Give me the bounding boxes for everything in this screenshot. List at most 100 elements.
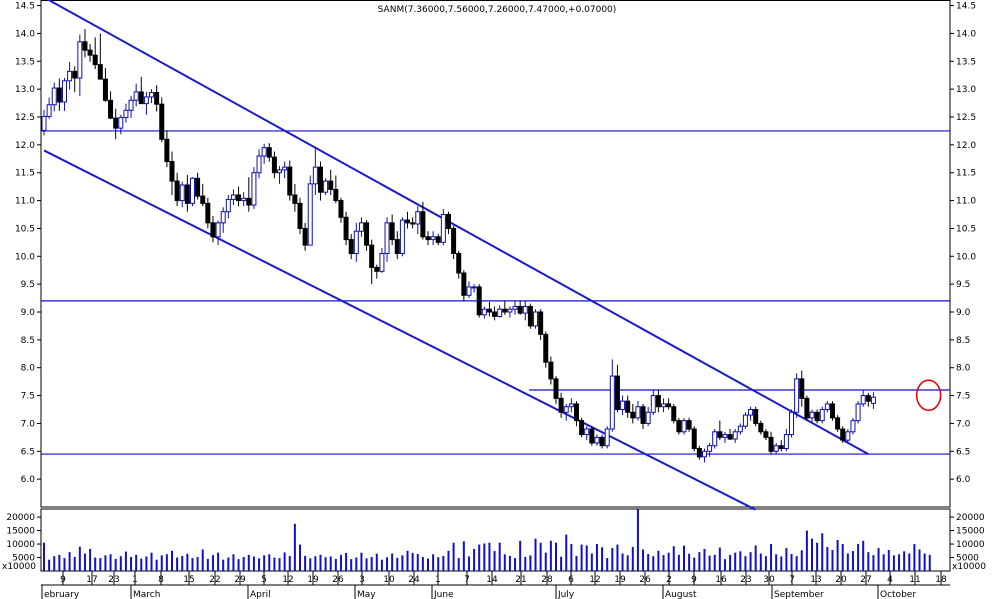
candle-body [686, 420, 692, 430]
candle-body [333, 188, 339, 202]
volume-tick-label: 20000 [956, 513, 985, 523]
date-tick-label: 9 [60, 575, 66, 585]
candle-body [512, 305, 518, 310]
candle-body [502, 308, 508, 313]
candle-body [794, 378, 800, 413]
candle-body [440, 214, 446, 243]
date-tick-label: 26 [332, 575, 344, 585]
candle-body [266, 147, 272, 158]
candle-body [799, 378, 805, 399]
candle-body [599, 436, 605, 447]
price-tick-label: 10.0 [956, 252, 976, 262]
candle-body [205, 202, 211, 224]
candle-body [210, 222, 216, 238]
date-axis: 9 17 23 1 8 15 22 29 5 12 19 26 3 10 24 1 7 14 21 28 6 12 19 26… [41, 571, 947, 599]
candle-body [517, 305, 523, 314]
price-tick-label: 11.5 [956, 169, 976, 179]
candle-body [829, 403, 835, 419]
price-axis: 14.5 14.5 14.0 14.0 13.5 13.5 13.0 13.0 12.5 12.5… [15, 2, 976, 486]
candle-body [77, 41, 83, 79]
volume-bars [43, 509, 931, 571]
price-tick-label: 13.5 [15, 57, 35, 67]
volume-tick-label: 10000 [6, 540, 35, 550]
price-tick-label: 7.5 [956, 392, 970, 402]
candle-body [768, 436, 774, 452]
price-tick-label: 12.5 [15, 113, 35, 123]
candle-body [353, 230, 359, 254]
candle-body [215, 222, 221, 238]
candle-body [671, 406, 677, 422]
date-tick-label: 8 [158, 575, 164, 585]
price-panel-border [40, 0, 951, 508]
candle-body [430, 236, 436, 241]
volume-tick-label: 20000 [6, 513, 35, 523]
candle-body [374, 266, 380, 272]
candle-body [369, 244, 375, 268]
candle-body [717, 431, 723, 438]
month-label: March [133, 590, 160, 599]
month-label: April [250, 590, 271, 599]
date-tick-label: 14 [486, 575, 498, 585]
candle-body [614, 375, 620, 411]
candle-body [102, 78, 108, 101]
date-tick-label: 1 [132, 575, 138, 585]
candle-body [67, 70, 73, 82]
date-tick-label: 29 [234, 575, 246, 585]
price-tick-label: 9.0 [956, 308, 971, 318]
date-tick-label: 11 [909, 575, 920, 585]
candle-body [123, 109, 129, 119]
candle-body [51, 87, 57, 106]
candle-body [573, 403, 579, 422]
candle-body [92, 54, 98, 66]
candle-body [307, 183, 313, 246]
candle-body [389, 222, 395, 241]
date-tick-label: 2 [666, 575, 672, 585]
date-tick-label: 4 [887, 575, 893, 585]
price-tick-label: 6.5 [956, 447, 970, 457]
candle-body [589, 428, 595, 444]
date-tick-label: 28 [541, 575, 553, 585]
candle-body [548, 361, 554, 380]
candle-body [824, 403, 830, 410]
candle-body [72, 70, 78, 79]
price-tick-label: 8.5 [21, 336, 35, 346]
candle-body [865, 395, 871, 402]
candle-body [742, 414, 748, 427]
price-tick-label: 14.0 [956, 29, 976, 39]
candle-body [753, 409, 759, 424]
date-tick-label: 18 [935, 575, 947, 585]
candle-body [61, 80, 67, 103]
candle-body [625, 400, 631, 413]
support-resistance-lines [41, 130, 950, 455]
candle-body [456, 253, 462, 274]
candle-body [676, 420, 682, 433]
candle-body [507, 308, 513, 313]
volume-tick-label: 15000 [956, 527, 985, 537]
candle-body [113, 117, 119, 129]
month-label: July [557, 590, 575, 599]
candle-body [149, 91, 155, 98]
price-tick-label: 12.0 [15, 141, 35, 151]
price-tick-label: 14.5 [956, 2, 976, 12]
candle-body [553, 378, 559, 399]
date-tick-label: 1 [435, 575, 441, 585]
price-tick-label: 11.0 [956, 197, 976, 207]
candle-body [835, 417, 841, 430]
candle-body [476, 286, 482, 316]
candle-body [860, 395, 866, 405]
candle-body [789, 411, 795, 436]
month-label: August [665, 590, 697, 599]
candle-body [261, 147, 267, 157]
candle-body [845, 431, 851, 441]
candle-body [609, 375, 615, 430]
volume-tick-label: 10000 [956, 540, 985, 550]
candle-body [384, 222, 390, 255]
date-tick-label: 10 [383, 575, 395, 585]
candle-body [277, 169, 283, 174]
candle-body [358, 222, 364, 232]
date-tick-label: 20 [835, 575, 847, 585]
candle-body [143, 96, 149, 105]
candle-body [763, 431, 769, 438]
candle-body [154, 91, 160, 105]
candle-body [645, 411, 651, 424]
